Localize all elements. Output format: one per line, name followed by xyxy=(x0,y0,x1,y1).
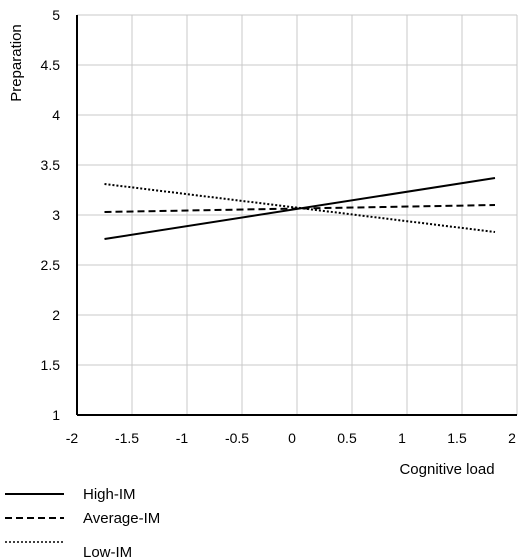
y-tick-label: 3 xyxy=(52,207,60,223)
x-tick-label: -1 xyxy=(176,430,189,446)
legend-label-high-im: High-IM xyxy=(83,486,136,503)
y-axis-label: Preparation xyxy=(8,24,25,102)
legend-label-low-im: Low-IM xyxy=(83,544,132,557)
y-tick-label: 5 xyxy=(52,7,60,23)
x-axis-label: Cognitive load xyxy=(399,461,494,478)
legend-label-average-im: Average-IM xyxy=(83,510,160,527)
y-tick-label: 4.5 xyxy=(41,57,61,73)
x-tick-labels: -2 -1.5 -1 -0.5 0 0.5 1 1.5 2 xyxy=(66,430,516,446)
y-tick-label: 3.5 xyxy=(41,157,61,173)
y-tick-label: 2.5 xyxy=(41,257,61,273)
series-line-low-im xyxy=(104,183,496,233)
y-tick-label: 1.5 xyxy=(41,357,61,373)
y-tick-label: 1 xyxy=(52,407,60,423)
legend: High-IM Average-IM Low-IM xyxy=(5,486,160,557)
y-tick-label: 2 xyxy=(52,307,60,323)
x-tick-label: -1.5 xyxy=(115,430,139,446)
x-tick-label: 1.5 xyxy=(447,430,467,446)
x-tick-label: 0 xyxy=(288,430,296,446)
series-lines xyxy=(104,177,496,240)
series-line-average-im xyxy=(104,204,496,213)
x-tick-label: 0.5 xyxy=(337,430,357,446)
axes xyxy=(76,15,517,416)
x-tick-label: 2 xyxy=(508,430,516,446)
y-tick-labels: 1 1.5 2 2.5 3 3.5 4 4.5 5 xyxy=(41,7,61,423)
y-tick-label: 4 xyxy=(52,107,60,123)
x-tick-label: 1 xyxy=(398,430,406,446)
x-tick-label: -2 xyxy=(66,430,79,446)
x-tick-label: -0.5 xyxy=(225,430,249,446)
grid-lines xyxy=(77,14,518,415)
